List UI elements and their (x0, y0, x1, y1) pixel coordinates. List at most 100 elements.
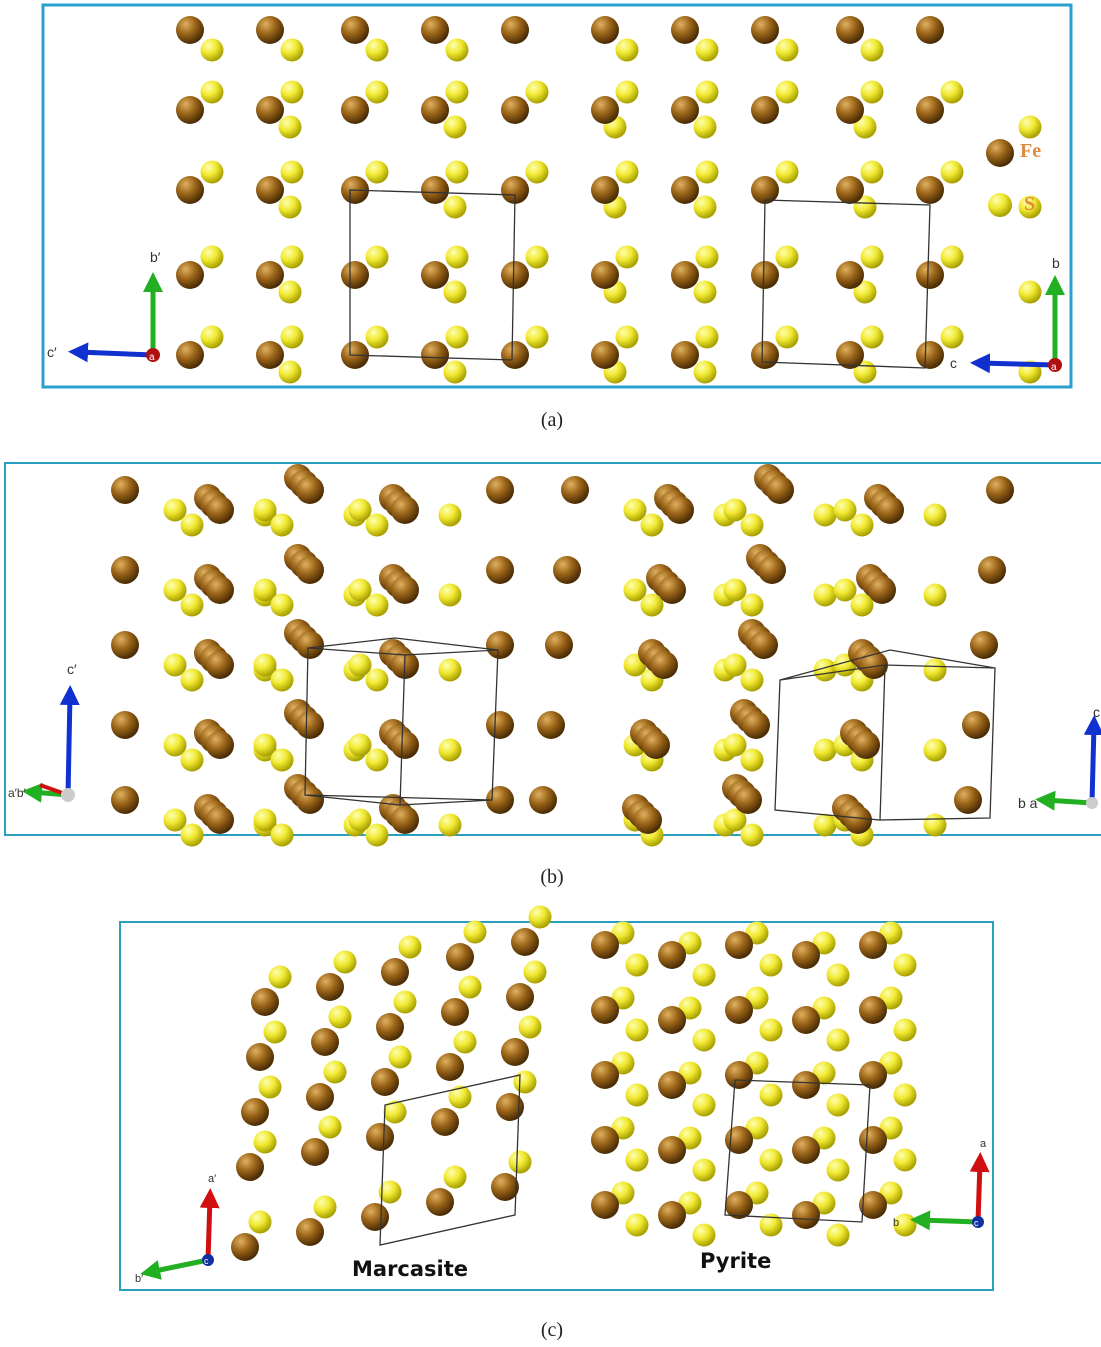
s-atom (741, 749, 764, 772)
s-atom (279, 361, 302, 384)
fe-atom (206, 651, 234, 679)
s-atom (693, 1159, 716, 1182)
fe-atom (970, 631, 998, 659)
fe-atom (766, 476, 794, 504)
fe-atom (658, 1201, 686, 1229)
axis-origin (1086, 797, 1098, 809)
fe-atom (376, 1013, 404, 1041)
axis-label: b a (1018, 795, 1038, 811)
fe-atom (751, 261, 779, 289)
fe-atom (231, 1233, 259, 1261)
axis-arrow (920, 1220, 978, 1222)
fe-atom (916, 16, 944, 44)
fe-atom (501, 261, 529, 289)
s-atom (760, 954, 783, 977)
s-atom (696, 161, 719, 184)
s-atom (741, 669, 764, 692)
panel-label: (a) (541, 409, 563, 431)
s-atom (394, 991, 417, 1014)
axis-arrow (1045, 800, 1092, 803)
fe-atom (341, 96, 369, 124)
s-atom (324, 1061, 347, 1084)
s-atom (444, 281, 467, 304)
fe-atom (296, 556, 324, 584)
s-atom (760, 1019, 783, 1042)
fe-atom (256, 341, 284, 369)
fe-atom (421, 16, 449, 44)
fe-atom (634, 806, 662, 834)
fe-atom (916, 96, 944, 124)
structure-name: Marcasite (352, 1257, 468, 1281)
axis-arrow (150, 1260, 208, 1272)
s-atom (254, 1131, 277, 1154)
fe-atom (296, 631, 324, 659)
s-atom (181, 594, 204, 617)
fe-atom (734, 786, 762, 814)
fe-atom (176, 96, 204, 124)
s-atom (741, 824, 764, 847)
s-atom (446, 326, 469, 349)
fe-atom (725, 996, 753, 1024)
s-atom (314, 1196, 337, 1219)
fe-atom (868, 576, 896, 604)
s-atom (626, 1084, 649, 1107)
fe-atom (431, 1108, 459, 1136)
s-atom (366, 594, 389, 617)
axis-origin (61, 788, 75, 802)
fe-atom (256, 176, 284, 204)
s-atom (519, 1016, 542, 1039)
legend-label: S (1024, 193, 1035, 215)
axis-label: a (980, 1138, 987, 1150)
fe-atom (491, 1173, 519, 1201)
fe-atom (591, 341, 619, 369)
s-atom (271, 594, 294, 617)
fe-atom (836, 261, 864, 289)
fe-atom (751, 341, 779, 369)
fe-atom (591, 1126, 619, 1154)
fe-atom (751, 96, 779, 124)
s-atom (439, 814, 462, 837)
legend-swatch (988, 193, 1012, 217)
s-atom (259, 1076, 282, 1099)
fe-atom (421, 176, 449, 204)
s-atom (249, 1211, 272, 1234)
s-atom (814, 504, 837, 527)
fe-atom (962, 711, 990, 739)
s-atom (626, 954, 649, 977)
fe-atom (916, 341, 944, 369)
fe-atom (441, 998, 469, 1026)
fe-atom (391, 731, 419, 759)
s-atom (776, 246, 799, 269)
s-atom (814, 739, 837, 762)
s-atom (366, 161, 389, 184)
s-atom (694, 281, 717, 304)
s-atom (446, 161, 469, 184)
fe-atom (852, 731, 880, 759)
fe-atom (341, 16, 369, 44)
fe-atom (836, 176, 864, 204)
fe-atom (206, 576, 234, 604)
s-atom (366, 39, 389, 62)
s-atom (271, 824, 294, 847)
fe-atom (176, 16, 204, 44)
axis-label: c′ (67, 661, 77, 677)
s-atom (626, 1214, 649, 1237)
fe-atom (391, 576, 419, 604)
s-atom (941, 326, 964, 349)
fe-atom (296, 786, 324, 814)
s-atom (181, 824, 204, 847)
s-atom (924, 659, 947, 682)
s-atom (444, 196, 467, 219)
fe-atom (658, 1006, 686, 1034)
fe-atom (792, 1071, 820, 1099)
s-atom (446, 246, 469, 269)
s-atom (264, 1021, 287, 1044)
fe-atom (111, 711, 139, 739)
fe-atom (391, 806, 419, 834)
fe-atom (978, 556, 1006, 584)
fe-atom (176, 341, 204, 369)
fe-atom (236, 1153, 264, 1181)
s-atom (696, 81, 719, 104)
s-atom (329, 1006, 352, 1029)
axis-label: b (893, 1217, 899, 1229)
